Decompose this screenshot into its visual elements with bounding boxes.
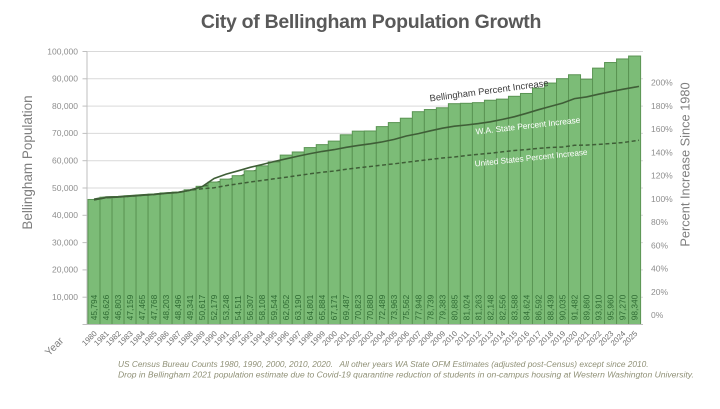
svg-text:80,000: 80,000	[52, 101, 78, 111]
svg-text:70,823: 70,823	[353, 294, 363, 320]
svg-text:82,556: 82,556	[497, 294, 507, 320]
svg-text:52,179: 52,179	[209, 294, 219, 320]
svg-text:46,803: 46,803	[113, 294, 123, 320]
svg-text:45,794: 45,794	[89, 294, 99, 320]
svg-text:30,000: 30,000	[52, 237, 78, 247]
svg-text:54,511: 54,511	[233, 295, 243, 320]
svg-text:47,768: 47,768	[149, 294, 159, 320]
svg-text:City of Bellingham Population: City of Bellingham Population Growth	[201, 11, 541, 33]
svg-text:48,496: 48,496	[173, 294, 183, 320]
svg-text:95,960: 95,960	[605, 294, 615, 320]
svg-text:63,190: 63,190	[293, 294, 303, 320]
svg-text:40%: 40%	[651, 264, 668, 274]
svg-text:50,000: 50,000	[52, 183, 78, 193]
svg-text:79,383: 79,383	[437, 294, 447, 320]
svg-text:60,000: 60,000	[52, 156, 78, 166]
svg-text:180%: 180%	[651, 101, 673, 111]
svg-text:60%: 60%	[651, 240, 668, 250]
svg-text:86,592: 86,592	[533, 294, 543, 320]
svg-text:40,000: 40,000	[52, 210, 78, 220]
svg-text:67,171: 67,171	[329, 294, 339, 320]
svg-text:77,948: 77,948	[413, 294, 423, 320]
svg-text:56,307: 56,307	[245, 294, 255, 320]
svg-text:81,263: 81,263	[473, 294, 483, 320]
svg-text:140%: 140%	[651, 147, 673, 157]
svg-text:73,963: 73,963	[389, 294, 399, 320]
svg-text:97,270: 97,270	[617, 294, 627, 320]
svg-text:Bellingham Population: Bellingham Population	[20, 95, 35, 229]
svg-text:53,248: 53,248	[221, 294, 231, 320]
svg-text:69,487: 69,487	[341, 294, 351, 320]
svg-text:80,885: 80,885	[449, 294, 459, 320]
svg-text:200%: 200%	[651, 78, 673, 88]
svg-text:20,000: 20,000	[52, 265, 78, 275]
svg-text:81,024: 81,024	[461, 294, 471, 320]
svg-text:82,148: 82,148	[485, 294, 495, 320]
svg-text:88,439: 88,439	[545, 294, 555, 320]
svg-text:65,884: 65,884	[317, 294, 327, 320]
svg-text:70,000: 70,000	[52, 128, 78, 138]
svg-text:US Census Bureau Counts 1980,: US Census Bureau Counts 1980, 1990, 2000…	[118, 359, 649, 369]
svg-text:93,910: 93,910	[593, 294, 603, 320]
svg-text:47,465: 47,465	[137, 294, 147, 320]
svg-text:120%: 120%	[651, 171, 673, 181]
svg-text:0%: 0%	[651, 310, 664, 320]
svg-text:64,801: 64,801	[305, 294, 315, 320]
svg-text:70,880: 70,880	[365, 294, 375, 320]
svg-text:Percent Increase Since 1980: Percent Increase Since 1980	[678, 82, 693, 246]
svg-text:Drop in Bellingham 2021 popula: Drop in Bellingham 2021 population estim…	[118, 370, 694, 380]
svg-text:90,000: 90,000	[52, 74, 78, 84]
svg-text:91,482: 91,482	[569, 294, 579, 320]
svg-text:58,108: 58,108	[257, 294, 267, 320]
svg-text:160%: 160%	[651, 124, 673, 134]
svg-text:98,340: 98,340	[629, 294, 639, 320]
svg-text:49,341: 49,341	[185, 294, 195, 320]
svg-text:89,860: 89,860	[581, 294, 591, 320]
svg-text:84,624: 84,624	[521, 294, 531, 320]
svg-text:50,617: 50,617	[197, 294, 207, 320]
svg-text:46,626: 46,626	[101, 294, 111, 320]
svg-text:80%: 80%	[651, 217, 668, 227]
svg-text:48,203: 48,203	[161, 294, 171, 320]
svg-text:72,489: 72,489	[377, 294, 387, 320]
svg-text:47,159: 47,159	[125, 294, 135, 320]
svg-text:100%: 100%	[651, 194, 673, 204]
svg-text:100,000: 100,000	[47, 46, 78, 56]
svg-text:10,000: 10,000	[52, 292, 78, 302]
svg-text:75,562: 75,562	[401, 294, 411, 320]
svg-text:90,035: 90,035	[557, 294, 567, 320]
svg-text:20%: 20%	[651, 287, 668, 297]
svg-text:78,739: 78,739	[425, 294, 435, 320]
svg-text:59,544: 59,544	[269, 294, 279, 320]
svg-text:62,052: 62,052	[281, 294, 291, 320]
svg-text:83,588: 83,588	[509, 294, 519, 320]
